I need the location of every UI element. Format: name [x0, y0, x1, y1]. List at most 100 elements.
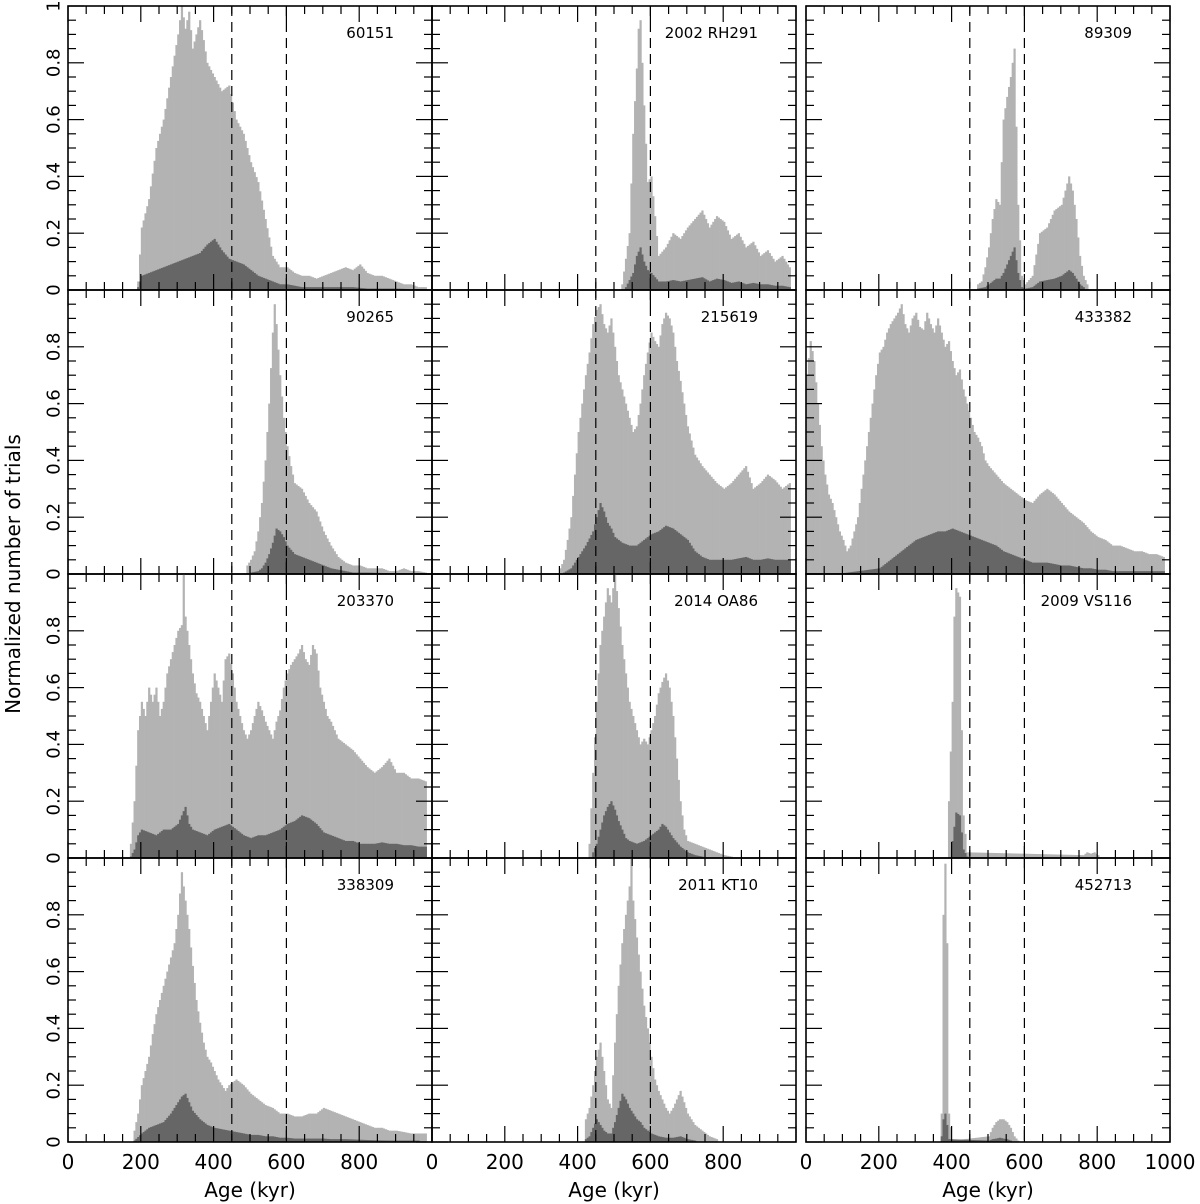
dark-histogram-bar: [262, 1135, 265, 1142]
dark-histogram-bar: [173, 263, 176, 290]
dark-histogram-bar: [175, 262, 178, 290]
light-histogram-bar: [770, 477, 773, 574]
light-histogram-bar: [1066, 183, 1069, 290]
light-histogram-bar: [391, 765, 395, 858]
light-histogram-bar: [674, 737, 677, 858]
dark-histogram-bar: [958, 531, 962, 574]
dark-histogram-bar: [761, 559, 764, 574]
light-histogram-bar: [391, 571, 395, 574]
y-tick-label: 0.8: [44, 616, 65, 645]
light-histogram-bar: [639, 971, 642, 1142]
dark-histogram-bar: [630, 545, 633, 574]
light-histogram-bar: [215, 80, 218, 290]
dark-histogram-bar: [222, 826, 225, 858]
dark-histogram-bar: [348, 1139, 351, 1142]
dark-histogram-bar: [692, 548, 695, 574]
dark-histogram-bar: [770, 285, 773, 290]
light-histogram-bar: [951, 701, 954, 858]
light-histogram-bar: [721, 487, 724, 574]
light-histogram-bar: [186, 914, 189, 1142]
dark-histogram-bar: [271, 281, 275, 290]
light-histogram-bar: [1057, 498, 1060, 574]
light-histogram-bar: [337, 738, 340, 858]
light-histogram-bar: [330, 721, 333, 858]
light-histogram-bar: [164, 108, 167, 290]
light-histogram-bar: [701, 210, 704, 290]
dark-histogram-bar: [324, 1138, 327, 1142]
dark-histogram-bar: [1113, 571, 1116, 574]
dark-histogram-bar: [257, 275, 260, 290]
light-histogram-bar: [248, 562, 251, 574]
dark-histogram-bar: [969, 1139, 973, 1142]
dark-histogram-bar: [379, 842, 382, 858]
light-histogram-bar: [413, 571, 417, 574]
dark-histogram-bar: [149, 1127, 153, 1142]
light-histogram-bar: [732, 480, 735, 574]
light-histogram-bar: [726, 485, 730, 574]
light-histogram-bar: [1060, 503, 1064, 574]
light-histogram-bar: [1038, 233, 1042, 290]
light-histogram-bar: [302, 492, 305, 574]
dark-histogram-bar: [1160, 571, 1164, 574]
light-histogram-bar: [137, 730, 140, 858]
dark-histogram-bar: [353, 1139, 356, 1142]
light-histogram-bar: [672, 233, 675, 290]
dark-histogram-bar: [189, 826, 193, 858]
dark-histogram-bar: [666, 281, 669, 290]
dark-histogram-bar: [202, 1122, 205, 1142]
light-histogram-bar: [219, 694, 222, 858]
dark-histogram-bar: [146, 1129, 149, 1142]
dark-histogram-bar: [695, 855, 699, 858]
dark-histogram-bar: [661, 281, 664, 290]
light-histogram-bar: [381, 275, 384, 290]
light-histogram-bar: [686, 1113, 690, 1142]
light-histogram-bar: [1133, 551, 1136, 574]
dark-histogram-bar: [1131, 571, 1134, 574]
light-histogram-bar: [593, 316, 597, 574]
dark-histogram-bar: [575, 559, 578, 574]
dark-histogram-bar: [308, 1138, 311, 1142]
dark-histogram-bar: [180, 815, 184, 858]
light-histogram-bar: [641, 988, 644, 1142]
light-histogram-bar: [958, 369, 962, 574]
dark-histogram-bar: [388, 843, 391, 858]
panel-label: 2011 KT10: [678, 876, 758, 894]
light-histogram-bar: [623, 929, 626, 1142]
light-histogram-bar: [705, 219, 708, 290]
dark-histogram-bar: [655, 1135, 659, 1142]
light-histogram-bar: [193, 683, 196, 858]
y-tick-label: 0.2: [44, 1071, 65, 1100]
light-histogram-bar: [300, 275, 304, 290]
light-histogram-bar: [957, 592, 960, 858]
light-histogram-bar: [302, 275, 305, 290]
light-histogram-bar: [1058, 854, 1062, 858]
dark-histogram-bar: [626, 839, 629, 858]
light-histogram-bar: [623, 396, 626, 574]
x-tick-label: 200: [122, 1150, 160, 1174]
dark-histogram-bar: [233, 260, 236, 290]
light-histogram-bar: [1148, 554, 1151, 574]
dark-histogram-bar: [317, 1138, 320, 1142]
dark-histogram-bar: [884, 564, 887, 574]
dark-histogram-bar: [191, 829, 194, 858]
light-histogram-bar: [563, 559, 566, 574]
dark-histogram-bar: [357, 287, 360, 290]
panel-338309-bars: [133, 872, 427, 1142]
dark-histogram-bar: [1000, 1138, 1003, 1142]
light-histogram-bar: [177, 34, 180, 290]
dark-histogram-bar: [1064, 272, 1067, 290]
dark-histogram-bar: [1015, 260, 1018, 290]
light-histogram-bar: [1029, 502, 1033, 574]
light-histogram-bar: [326, 1109, 329, 1142]
light-histogram-bar: [1122, 547, 1125, 574]
dark-histogram-bar: [732, 282, 735, 290]
light-histogram-bar: [326, 274, 329, 290]
dark-histogram-bar: [775, 285, 779, 290]
light-histogram-bar: [138, 254, 142, 290]
light-histogram-bar: [1049, 219, 1053, 290]
dark-histogram-bar: [140, 1133, 144, 1142]
light-histogram-bar: [328, 1110, 331, 1142]
light-histogram-bar: [710, 476, 713, 574]
dark-histogram-bar: [750, 283, 753, 290]
dark-histogram-bar: [359, 287, 362, 290]
